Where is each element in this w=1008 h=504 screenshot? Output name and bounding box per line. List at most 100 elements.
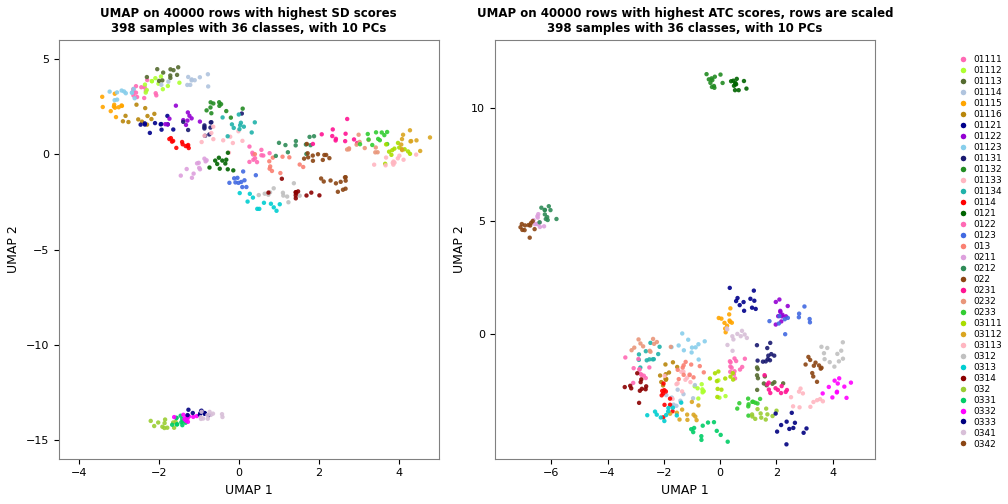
Point	[169, 71, 185, 79]
Point	[685, 428, 702, 436]
Point	[197, 409, 213, 417]
Point	[366, 161, 382, 169]
Point	[142, 129, 158, 137]
Point	[225, 166, 241, 174]
Point	[805, 398, 822, 406]
Point	[211, 98, 227, 106]
Point	[200, 415, 216, 423]
Point	[150, 418, 166, 426]
Point	[221, 149, 237, 157]
Point	[773, 382, 789, 390]
Point	[633, 378, 649, 386]
Point	[162, 74, 178, 82]
Point	[180, 144, 197, 152]
Point	[744, 412, 760, 420]
Point	[303, 188, 320, 197]
Point	[395, 156, 411, 164]
Point	[152, 120, 168, 129]
Point	[781, 425, 797, 433]
Point	[717, 374, 733, 383]
Point	[183, 114, 200, 122]
Point	[736, 77, 752, 85]
Point	[635, 342, 651, 350]
Point	[642, 348, 658, 356]
Point	[175, 411, 192, 419]
Point	[193, 415, 209, 423]
Point	[642, 347, 658, 355]
Point	[385, 158, 401, 166]
Point	[192, 164, 208, 172]
Point	[689, 384, 706, 392]
Point	[755, 358, 771, 366]
Point	[128, 101, 144, 109]
Point	[125, 91, 141, 99]
Point	[783, 393, 799, 401]
Point	[304, 157, 321, 165]
Point	[622, 382, 638, 390]
Point	[181, 112, 198, 120]
Point	[260, 191, 276, 199]
Point	[769, 427, 785, 435]
Point	[814, 390, 831, 398]
Point	[188, 412, 205, 420]
Point	[172, 412, 188, 420]
Point	[829, 388, 845, 396]
Point	[530, 210, 546, 218]
Point	[370, 148, 386, 156]
Point	[309, 150, 326, 158]
Point	[133, 83, 149, 91]
Point	[725, 347, 741, 355]
Point	[291, 160, 307, 168]
Point	[148, 91, 164, 99]
Point	[629, 369, 645, 377]
Point	[149, 65, 165, 73]
Point	[261, 149, 277, 157]
Point	[257, 190, 273, 198]
Point	[723, 304, 739, 312]
Point	[664, 395, 680, 403]
Point	[168, 414, 184, 422]
Point	[673, 399, 689, 407]
Point	[137, 119, 153, 128]
Point	[311, 192, 328, 200]
Point	[290, 187, 306, 196]
Point	[179, 418, 196, 426]
Point	[536, 206, 552, 214]
Point	[540, 202, 556, 210]
Point	[193, 409, 209, 417]
Point	[203, 103, 219, 111]
Point	[674, 330, 690, 338]
Point	[630, 335, 646, 343]
Point	[694, 432, 710, 440]
Point	[154, 423, 170, 431]
Point	[176, 415, 193, 423]
Point	[516, 226, 532, 234]
Point	[660, 404, 676, 412]
Point	[192, 117, 208, 125]
Point	[707, 84, 723, 92]
Point	[720, 341, 736, 349]
Point	[139, 73, 155, 81]
Point	[179, 142, 196, 150]
Point	[124, 89, 140, 97]
Point	[631, 365, 647, 373]
Point	[749, 341, 765, 349]
Point	[263, 200, 279, 208]
Point	[683, 360, 700, 368]
Point	[641, 363, 657, 371]
Point	[204, 129, 220, 137]
Point	[164, 138, 180, 146]
Point	[212, 165, 228, 173]
Point	[630, 355, 646, 363]
Point	[249, 158, 265, 166]
Point	[157, 415, 173, 423]
Point	[215, 113, 231, 121]
Point	[748, 305, 764, 313]
Point	[155, 85, 171, 93]
Point	[655, 390, 671, 398]
Point	[728, 297, 744, 305]
Point	[654, 387, 670, 395]
Point	[719, 322, 735, 330]
Point	[295, 163, 311, 171]
Point	[791, 309, 807, 318]
